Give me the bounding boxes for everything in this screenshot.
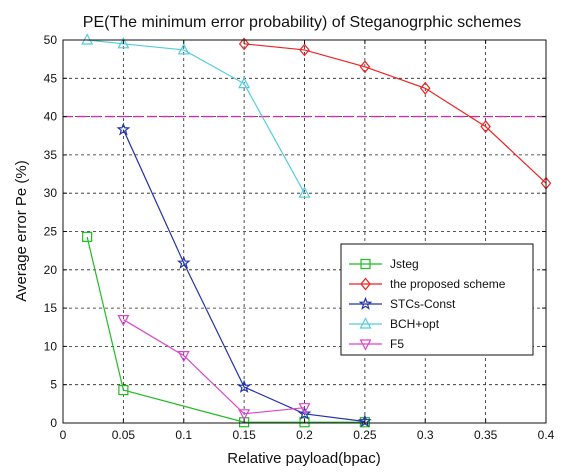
x-tick-label: 0.05 xyxy=(112,428,136,442)
data-point-stcs-const xyxy=(176,255,191,269)
legend-marker-bch-opt xyxy=(359,317,372,329)
data-point-bch-opt xyxy=(177,43,190,55)
x-tick-label: 0.1 xyxy=(175,428,192,442)
y-tick-label: 40 xyxy=(44,110,58,124)
legend-marker-the-proposed-scheme xyxy=(360,277,371,291)
series-stcs-const xyxy=(116,122,372,428)
x-tick-label: 0.4 xyxy=(538,428,555,442)
data-point-f5 xyxy=(117,314,130,327)
y-tick-label: 45 xyxy=(44,71,58,85)
series-bch-opt xyxy=(81,33,311,198)
series-line-the-proposed-scheme xyxy=(244,43,547,184)
series-line-bch-opt xyxy=(87,39,306,194)
x-tick-label: 0.35 xyxy=(474,428,498,442)
series-line-stcs-const xyxy=(122,129,365,423)
data-point-the-proposed-scheme xyxy=(480,120,491,134)
data-point-stcs-const xyxy=(237,379,251,393)
data-point-f5 xyxy=(177,350,190,363)
y-tick-label: 5 xyxy=(50,378,57,392)
data-point-f5 xyxy=(238,409,251,421)
data-point-bch-opt xyxy=(117,37,130,49)
y-tick-label: 50 xyxy=(44,33,58,47)
data-point-bch-opt xyxy=(81,33,94,45)
grid xyxy=(63,40,546,423)
x-tick-label: 0.2 xyxy=(296,428,313,442)
y-tick-label: 15 xyxy=(44,301,58,315)
y-axis-label: Average error Pe (%) xyxy=(13,160,30,301)
x-tick-label: 0.25 xyxy=(353,428,377,442)
y-tick-label: 20 xyxy=(44,263,58,277)
data-point-the-proposed-scheme xyxy=(419,81,431,95)
legend-box xyxy=(340,243,534,356)
x-axis-ticks: 0 0.05 0.1 0.15 0.2 0.25 0.3 0.35 0.4 xyxy=(60,40,555,442)
data-point-jsteg xyxy=(239,417,250,428)
legend-label-f5: F5 xyxy=(390,337,404,351)
series-layer xyxy=(81,33,552,428)
legend-label-stcs-const: STCs-Const xyxy=(390,297,456,311)
data-point-stcs-const xyxy=(358,414,372,428)
y-tick-label: 30 xyxy=(44,186,58,200)
data-point-f5 xyxy=(298,403,311,415)
y-axis-ticks: 0 5 10 15 20 25 30 35 40 45 50 xyxy=(44,33,546,430)
legend-marker-f5 xyxy=(359,339,372,351)
legend-label-bch-opt: BCH+opt xyxy=(390,317,440,331)
x-tick-label: 0 xyxy=(60,428,67,442)
series-line-jsteg xyxy=(86,236,365,423)
y-tick-label: 35 xyxy=(44,148,58,162)
legend-marker-stcs-const xyxy=(358,296,373,310)
y-tick-label: 10 xyxy=(44,339,58,353)
series-the-proposed-scheme xyxy=(238,37,552,190)
y-tick-label: 25 xyxy=(44,225,58,239)
data-point-the-proposed-scheme xyxy=(299,43,310,57)
data-point-jsteg xyxy=(299,417,310,428)
series-f5 xyxy=(117,314,311,421)
data-point-the-proposed-scheme xyxy=(238,37,250,51)
data-point-bch-opt xyxy=(298,186,311,198)
data-point-bch-opt xyxy=(238,76,251,89)
series-line-f5 xyxy=(123,319,305,415)
data-point-stcs-const xyxy=(116,122,131,136)
legend: Jsteg the proposed scheme STCs-Const BCH+op… xyxy=(340,243,534,356)
x-tick-label: 0.15 xyxy=(232,428,256,442)
legend-label-the-proposed-scheme: the proposed scheme xyxy=(390,277,506,291)
x-tick-label: 0.3 xyxy=(417,428,434,442)
data-point-jsteg xyxy=(82,231,93,242)
data-point-the-proposed-scheme xyxy=(359,60,371,74)
series-jsteg xyxy=(82,231,370,428)
legend-marker-jsteg xyxy=(360,258,371,270)
data-point-stcs-const xyxy=(297,406,312,420)
legend-label-jsteg: Jsteg xyxy=(390,257,419,271)
data-point-jsteg xyxy=(118,384,129,396)
x-axis-label: Relative payload(bpac) xyxy=(227,450,380,467)
data-point-jsteg xyxy=(359,417,370,428)
chart-title: PE(The minimum error probability) of Ste… xyxy=(83,14,521,31)
y-tick-label: 0 xyxy=(50,416,57,430)
